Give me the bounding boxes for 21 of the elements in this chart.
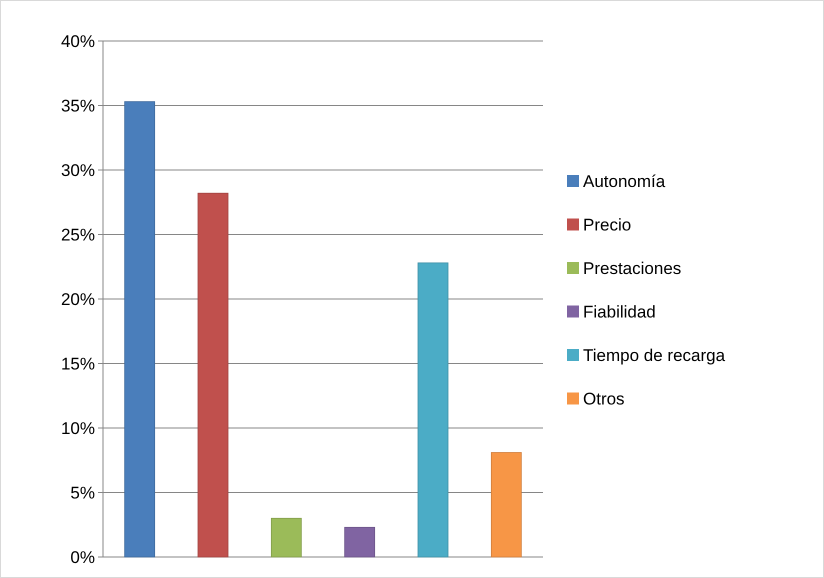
y-tick-label: 35% xyxy=(60,96,95,116)
y-tick-label: 5% xyxy=(70,483,95,502)
y-tick-label: 30% xyxy=(60,160,95,180)
y-tick-label: 10% xyxy=(60,418,95,438)
bar xyxy=(418,262,448,558)
legend-label: Autonomía xyxy=(583,172,666,191)
y-tick-label: 40% xyxy=(60,32,95,51)
y-tick-label: 0% xyxy=(70,548,95,567)
legend-label: Tiempo de recarga xyxy=(583,346,726,365)
legend-label: Fiabilidad xyxy=(583,302,656,322)
legend-label: Otros xyxy=(583,389,625,408)
y-tick-label: 20% xyxy=(60,290,95,309)
bar xyxy=(270,518,302,558)
bar xyxy=(490,452,522,558)
bar xyxy=(124,101,156,558)
legend-label: Prestaciones xyxy=(583,258,682,278)
legend-label: Precio xyxy=(583,215,632,234)
y-tick-label: 15% xyxy=(60,354,95,374)
bar xyxy=(198,192,228,558)
bar xyxy=(344,526,376,558)
y-tick-label: 25% xyxy=(60,225,95,244)
